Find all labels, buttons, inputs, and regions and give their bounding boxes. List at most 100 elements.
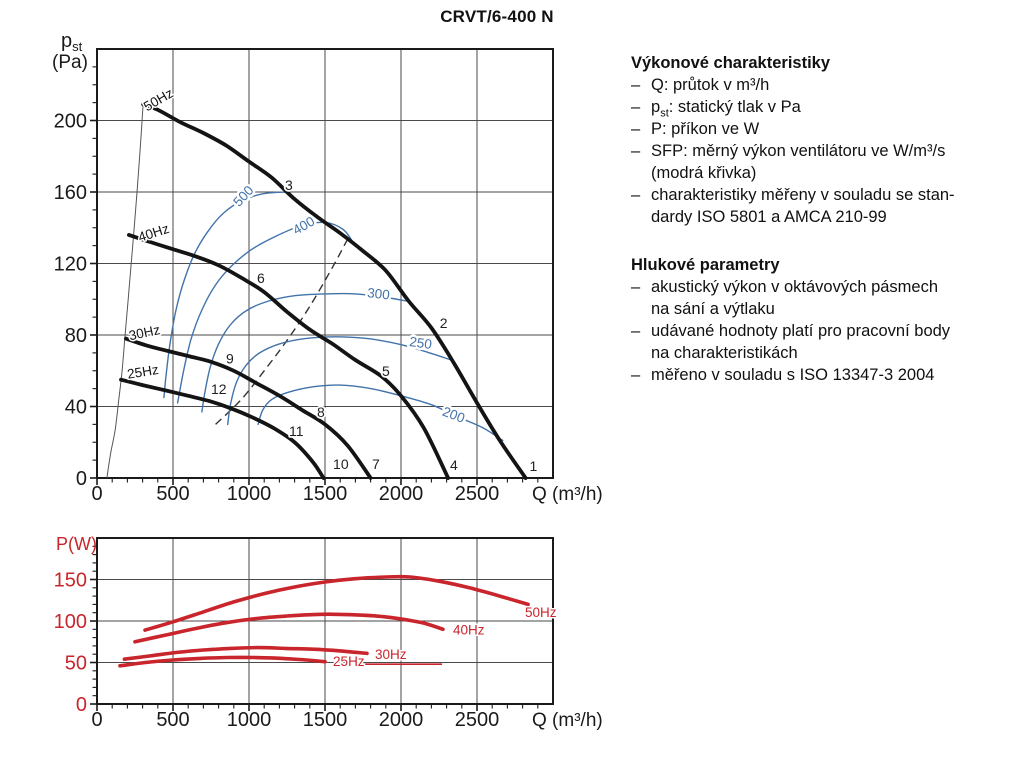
- bullet-dash: –: [631, 120, 641, 138]
- y-tick-label: 120: [54, 254, 87, 276]
- x-tick-label: 1000: [227, 483, 272, 505]
- sfp-curve-300: [201, 292, 408, 413]
- working-point-label-1: 1: [529, 458, 537, 474]
- working-point-label-11: 11: [289, 423, 304, 439]
- y-tick-label: 100: [54, 611, 87, 633]
- section-heading-noise: Hlukové parametry: [631, 256, 780, 274]
- bullet-dash: –: [631, 76, 641, 94]
- y-tick-label: 40: [65, 397, 87, 419]
- info-item-q: – Q: průtok v m³/h: [631, 74, 1024, 96]
- pst-subscript: st: [660, 107, 669, 120]
- y-axis-unit-label: (Pa): [52, 52, 88, 73]
- x-tick-label: 2000: [379, 709, 424, 731]
- system-resistance-dashed-line: [215, 239, 348, 425]
- x-tick-label: 0: [91, 483, 102, 505]
- fan-curve-30Hz: [124, 336, 373, 480]
- working-point-label-5: 5: [382, 363, 390, 379]
- y-tick-label: 160: [54, 182, 87, 204]
- fan-curve-50Hz: [141, 102, 528, 480]
- min-flow-envelope-line: [106, 104, 144, 479]
- info-item-p: – P: příkon ve W: [631, 118, 1024, 140]
- x-axis-label: Q (m³/h): [532, 710, 603, 731]
- info-line: měřeno v souladu s ISO 13347-3 2004: [651, 366, 935, 384]
- power-curve-label-25Hz: 25Hz: [333, 654, 365, 669]
- info-item-sfp: – SFP: měrný výkon ventilátoru ve W/m³/s…: [631, 140, 1024, 184]
- x-tick-label: 500: [156, 483, 189, 505]
- x-tick-label: 2500: [455, 483, 500, 505]
- info-line: pst: statický tlak v Pa: [651, 96, 1024, 120]
- bullet-dash: –: [631, 278, 641, 296]
- bullet-dash: –: [631, 186, 641, 204]
- info-line: P: příkon ve W: [651, 120, 760, 138]
- power-curve-label-40Hz: 40Hz: [453, 622, 485, 637]
- info-line: udávané hodnoty platí pro pracovní body: [651, 322, 951, 340]
- working-point-label-6: 6: [257, 270, 265, 286]
- working-point-label-10: 10: [333, 456, 349, 472]
- x-tick-label: 2000: [379, 483, 424, 505]
- y-tick-label: 80: [65, 325, 87, 347]
- bullet-dash: –: [631, 322, 641, 340]
- pst-prefix: p: [651, 98, 661, 116]
- sfp-curve-400: [176, 221, 355, 404]
- y-tick-label: 50: [65, 653, 87, 675]
- working-point-label-12: 12: [211, 381, 227, 397]
- working-point-label-8: 8: [317, 404, 325, 420]
- working-point-label-3: 3: [285, 177, 293, 193]
- fan-curve-40Hz: [127, 233, 450, 480]
- info-item-standards: – charakteristiky měřeny v souladu se st…: [631, 184, 1024, 228]
- y-tick-label: 0: [76, 468, 87, 490]
- x-tick-label: 1000: [227, 709, 272, 731]
- power-axis-label: P(W): [56, 534, 97, 554]
- info-item-pst: – pst: statický tlak v Pa: [631, 96, 1024, 120]
- bullet-dash: –: [631, 98, 641, 116]
- x-tick-label: 1500: [303, 709, 348, 731]
- power-curve-25Hz: [118, 655, 327, 668]
- section-heading-performance: Výkonové charakteristiky: [631, 54, 831, 72]
- sfp-curve-label-300: 300: [367, 285, 391, 302]
- fan-curve-label-30Hz: 30Hz: [127, 322, 161, 343]
- power-curve-30Hz: [122, 645, 369, 661]
- info-panel: Výkonové charakteristiky – Q: průtok v m…: [631, 52, 1024, 386]
- info-line: na charakteristikách: [651, 344, 798, 362]
- sfp-curve-250: [227, 336, 452, 426]
- x-tick-label: 500: [156, 709, 189, 731]
- info-line: Q: průtok v m³/h: [651, 76, 770, 94]
- power-curve-label-50Hz: 50Hz: [525, 605, 557, 620]
- power-curve-50Hz: [143, 574, 530, 632]
- info-item-values: – udávané hodnoty platí pro pracovní bod…: [631, 320, 1024, 364]
- sfp-curve-label-400: 400: [290, 214, 317, 238]
- info-line: SFP: měrný výkon ventilátoru ve W/m³/s: [651, 142, 946, 160]
- working-point-label-2: 2: [440, 315, 448, 331]
- power-curve-label-30Hz: 30Hz: [375, 647, 407, 662]
- working-point-label-7: 7: [372, 456, 380, 472]
- y-tick-label: 0: [76, 694, 87, 716]
- x-tick-label: 0: [91, 709, 102, 731]
- working-point-label-4: 4: [450, 457, 458, 473]
- sfp-curve-label-200: 200: [440, 404, 466, 426]
- sfp-curve-label-250: 250: [408, 334, 432, 352]
- info-line: akustický výkon v oktávových pásmech: [651, 278, 939, 296]
- bullet-dash: –: [631, 142, 641, 160]
- info-line: dardy ISO 5801 a AMCA 210-99: [651, 208, 887, 226]
- sfp-curve-200: [257, 384, 504, 442]
- info-item-acoustic: – akustický výkon v oktávových pásmech n…: [631, 276, 1024, 320]
- y-tick-label: 200: [54, 111, 87, 133]
- fan-curve-25Hz: [119, 377, 326, 480]
- sfp-curve-500: [163, 191, 288, 399]
- info-line: charakteristiky měřeny v souladu se stan…: [651, 186, 955, 204]
- y-axis-label: pst: [61, 30, 83, 54]
- info-item-iso: – měřeno v souladu s ISO 13347-3 2004: [631, 364, 1024, 386]
- info-line: na sání a výtlaku: [651, 300, 775, 318]
- working-point-label-9: 9: [226, 351, 234, 367]
- power-curve-40Hz: [133, 612, 445, 644]
- y-tick-label: 150: [54, 570, 87, 592]
- x-tick-label: 2500: [455, 709, 500, 731]
- info-line: (modrá křivka): [651, 164, 757, 182]
- page-title: CRVT/6-400 N: [440, 7, 554, 26]
- bullet-dash: –: [631, 366, 641, 384]
- pst-rest: : statický tlak v Pa: [668, 98, 801, 116]
- fan-curve-label-25Hz: 25Hz: [126, 362, 160, 382]
- x-tick-label: 1500: [303, 483, 348, 505]
